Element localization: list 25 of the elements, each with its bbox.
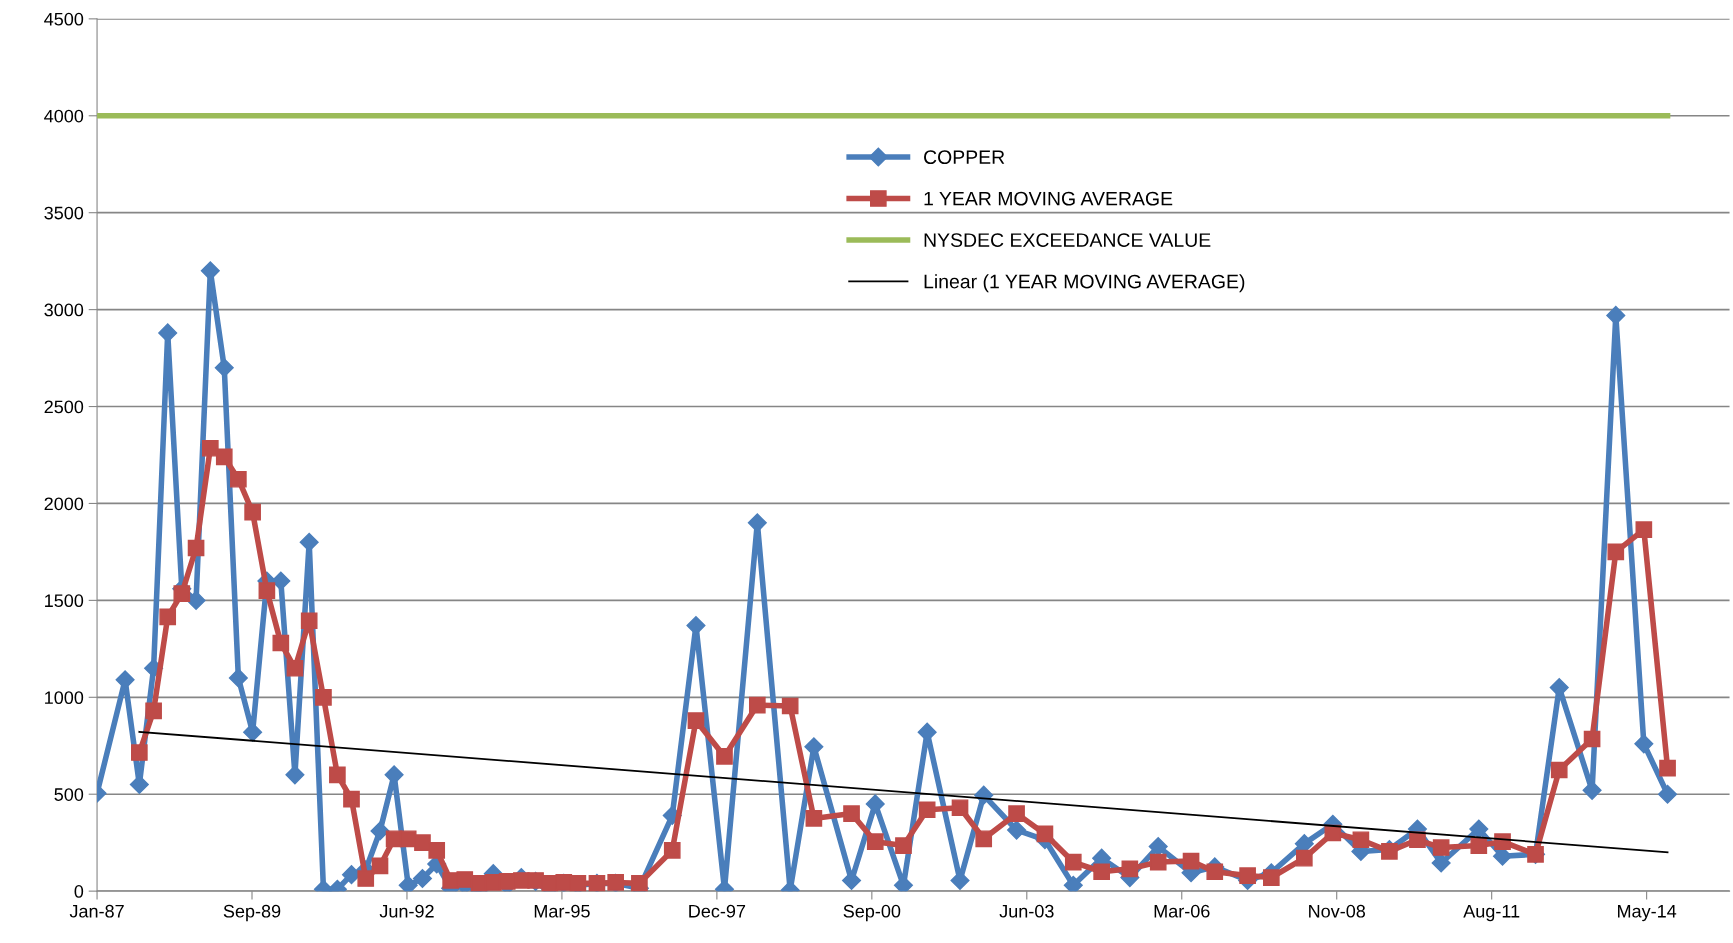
y-tick-label: 4000 bbox=[44, 109, 84, 123]
legend-label: COPPER bbox=[924, 150, 1005, 165]
x-tick-label: Aug-11 bbox=[1463, 904, 1520, 922]
y-tick-label: 500 bbox=[54, 788, 84, 801]
x-tick-label: May-14 bbox=[1618, 904, 1677, 922]
y-tick-label: 4500 bbox=[44, 12, 84, 26]
y-tick-label: 0 bbox=[74, 885, 84, 898]
legend-label: NYSDEC EXCEEDANCE VALUE bbox=[924, 233, 1211, 247]
x-tick-label: Sep-89 bbox=[223, 904, 281, 922]
legend-label: Linear (1 YEAR MOVING AVERAGE) bbox=[924, 274, 1245, 293]
y-tick-label: 3500 bbox=[44, 206, 84, 220]
y-tick-label: 2500 bbox=[44, 400, 84, 414]
x-tick-label: Jun-03 bbox=[999, 904, 1054, 918]
legend-label: 1 YEAR MOVING AVERAGE bbox=[924, 191, 1173, 206]
x-tick-label: Dec-97 bbox=[689, 904, 746, 918]
x-tick-label: Nov-08 bbox=[1309, 904, 1366, 918]
x-tick-label: Sep-00 bbox=[843, 904, 901, 922]
x-tick-label: Jun-92 bbox=[379, 904, 434, 918]
y-tick-label: 3000 bbox=[44, 303, 84, 317]
x-tick-label: Mar-95 bbox=[534, 904, 590, 918]
y-tick-label: 1500 bbox=[45, 594, 84, 608]
x-tick-label: Jan-87 bbox=[69, 904, 124, 918]
x-tick-label: Mar-06 bbox=[1154, 904, 1210, 918]
y-tick-label: 1000 bbox=[45, 691, 84, 705]
y-tick-label: 2000 bbox=[44, 497, 84, 511]
